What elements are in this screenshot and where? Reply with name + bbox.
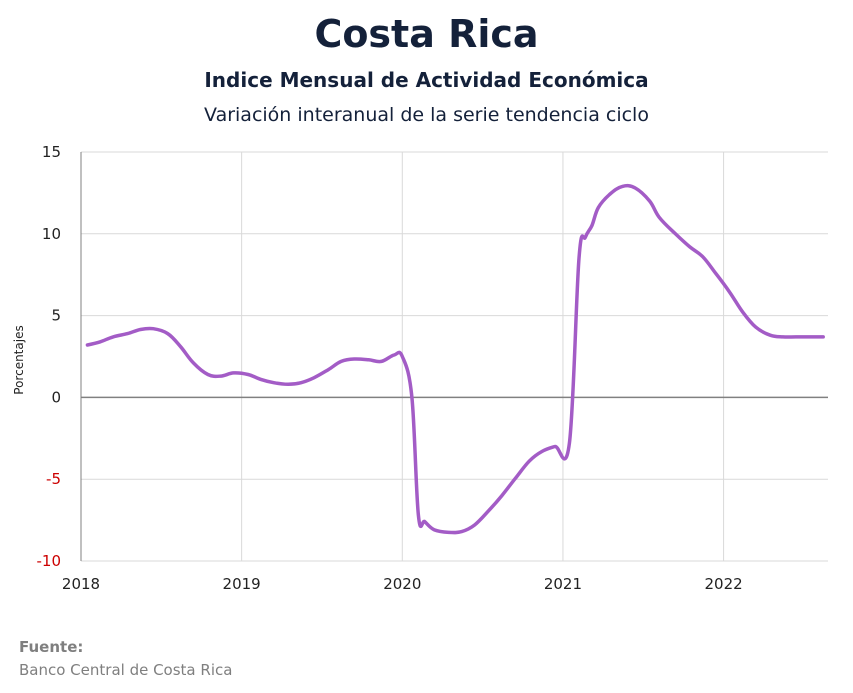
y-tick-label: 5 <box>51 307 61 325</box>
series-layer <box>85 183 825 535</box>
chart-subtitle: Indice Mensual de Actividad Económica <box>204 68 649 92</box>
y-tick-label: 10 <box>42 225 61 243</box>
x-tick-label: 2019 <box>223 575 261 593</box>
x-tick-label: 2020 <box>383 575 421 593</box>
y-tick-label: 0 <box>51 388 61 406</box>
series-line <box>85 183 825 535</box>
y-axis-label: Porcentajes <box>12 325 26 394</box>
source-label: Fuente: <box>19 638 84 656</box>
x-tick-label: 2021 <box>544 575 582 593</box>
x-tick-label: 2018 <box>62 575 100 593</box>
chart-description: Variación interanual de la serie tendenc… <box>204 104 649 126</box>
chart-title: Costa Rica <box>314 12 539 56</box>
y-tick-label: 15 <box>42 143 61 161</box>
source-value: Banco Central de Costa Rica <box>19 661 233 679</box>
axis-layer <box>80 152 828 561</box>
y-tick-label: -5 <box>46 470 61 488</box>
grid-layer <box>80 151 828 562</box>
y-tick-label: -10 <box>37 552 62 570</box>
x-tick-label: 2022 <box>704 575 742 593</box>
